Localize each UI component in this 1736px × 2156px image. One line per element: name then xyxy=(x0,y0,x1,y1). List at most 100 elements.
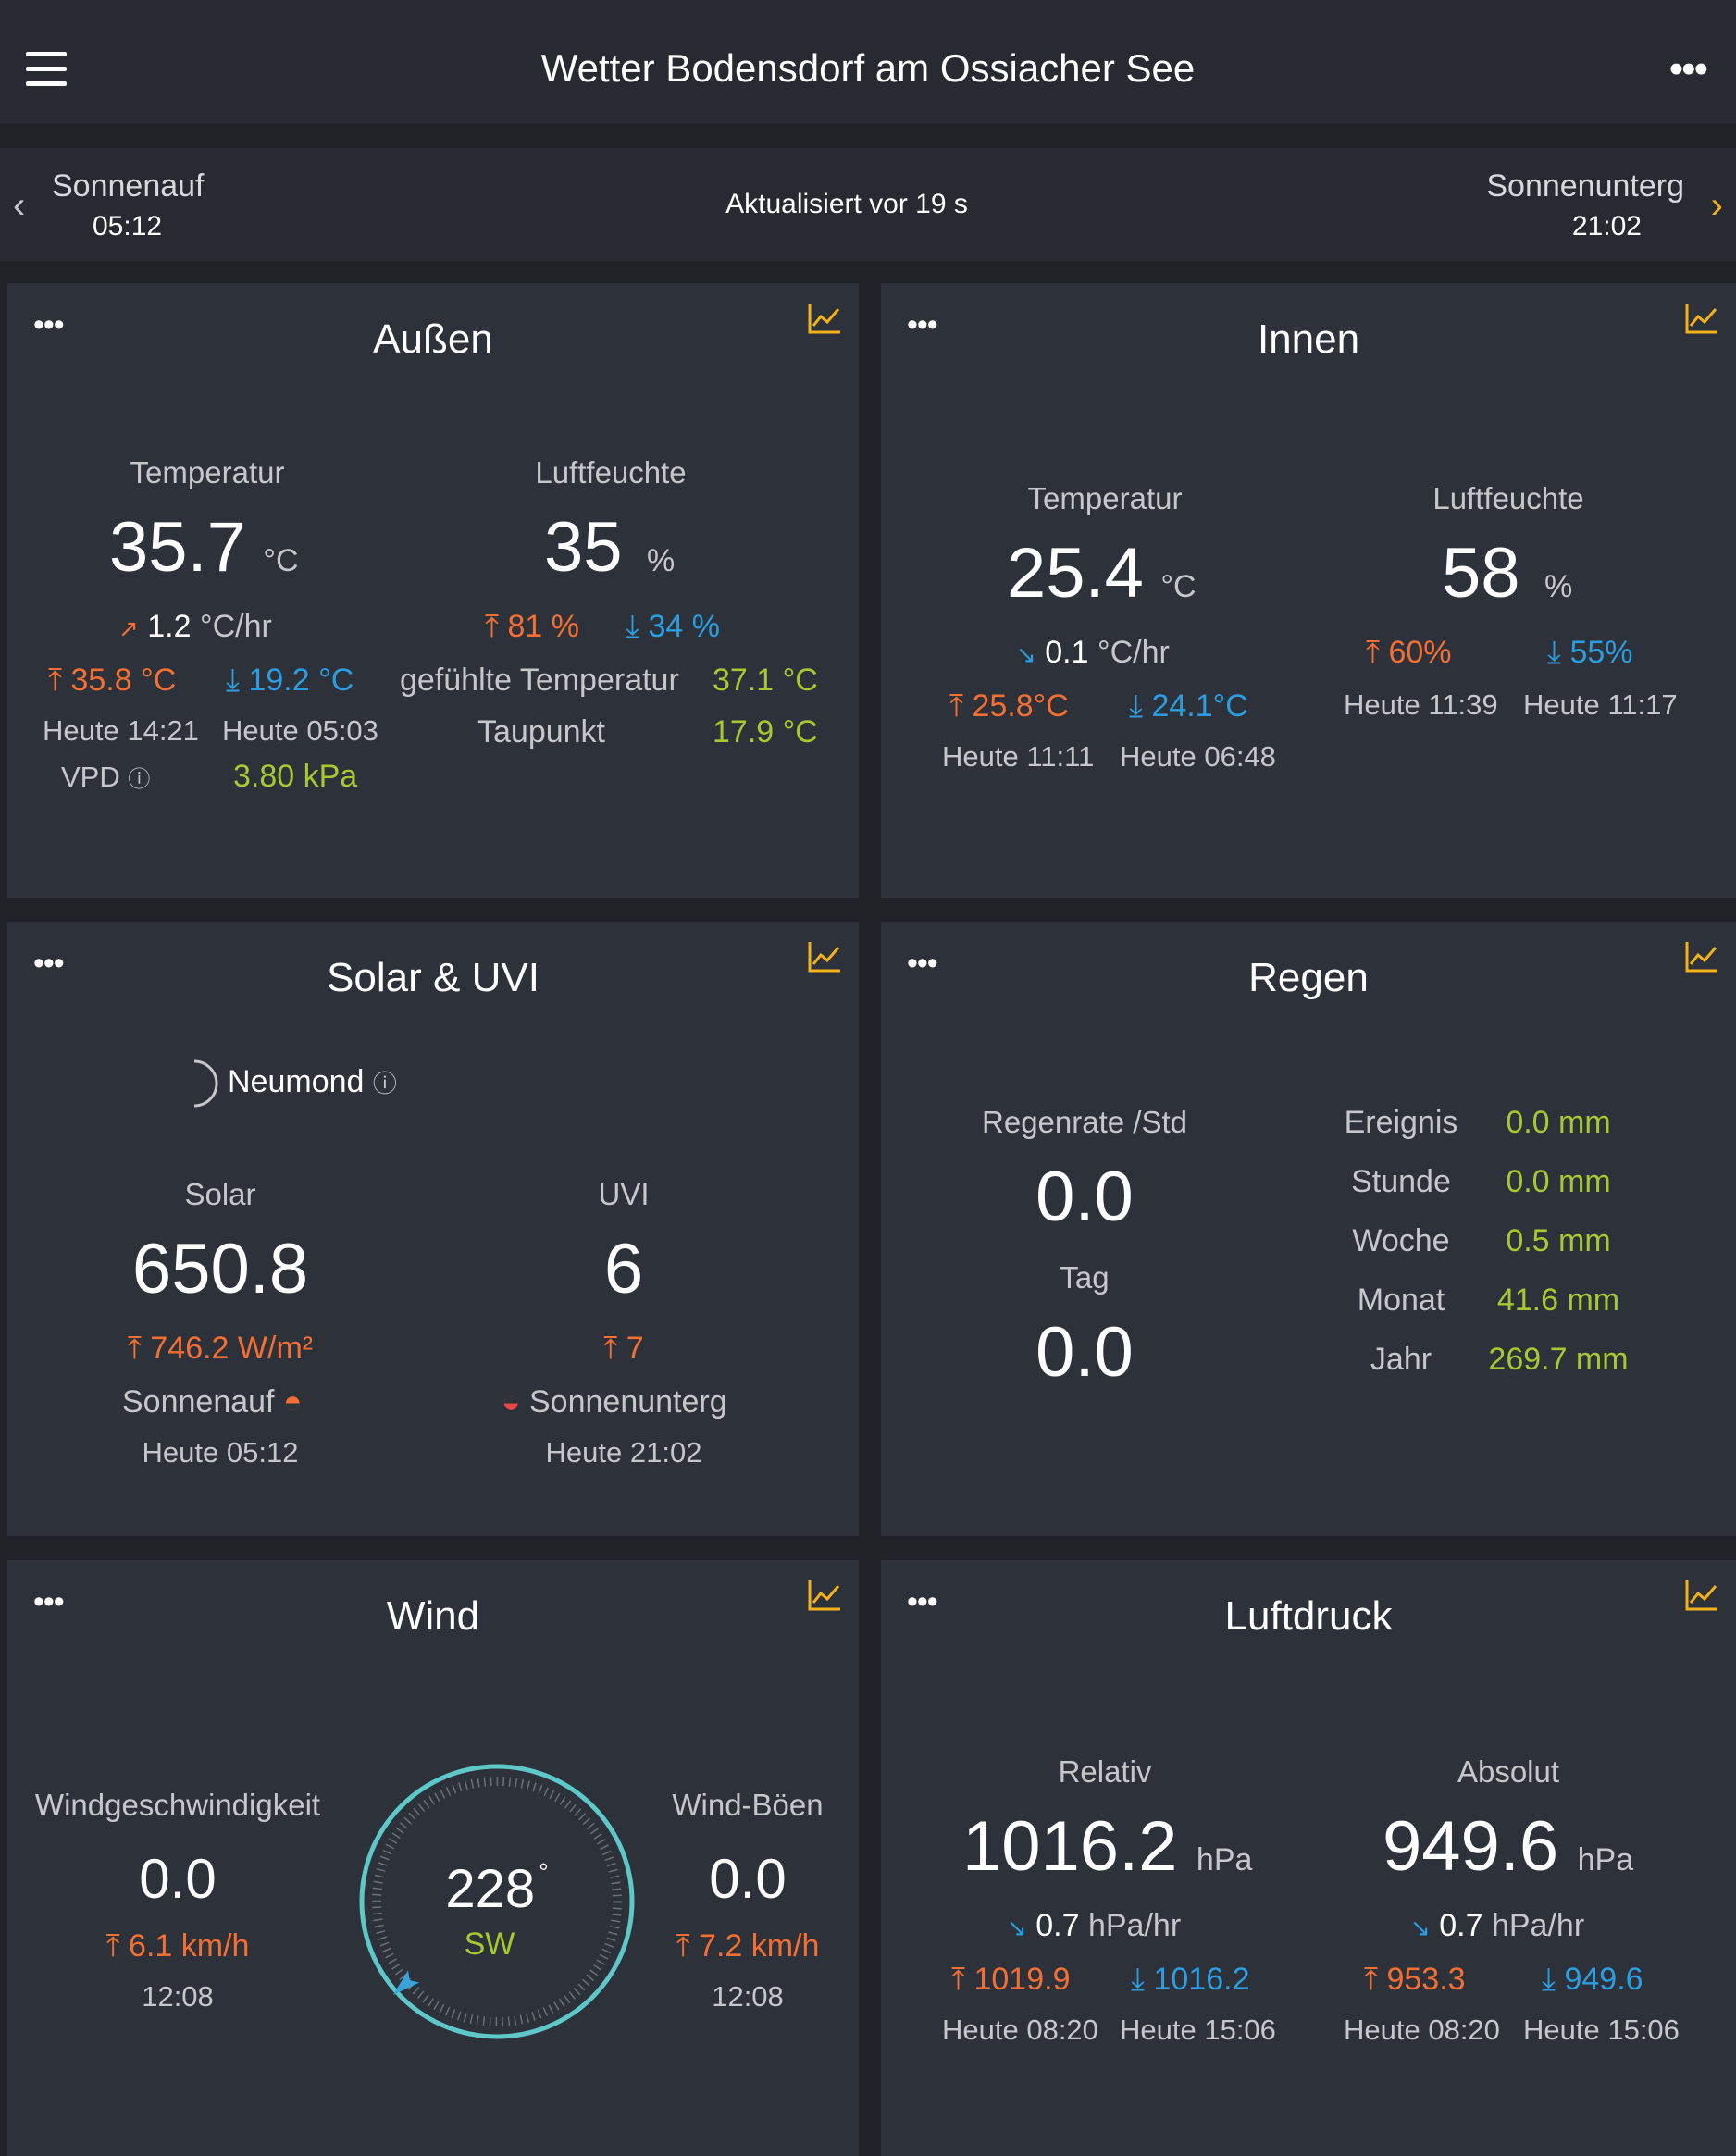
temp-trend: ↗ 1.2 °C/hr xyxy=(118,609,272,645)
temp-max-value: 35.8 °C xyxy=(70,663,177,698)
sun-bar: ‹ Sonnenauf 05:12 Aktualisiert vor 19 s … xyxy=(0,148,1736,261)
hum-min-value: 55% xyxy=(1569,635,1633,670)
hum-unit: % xyxy=(647,543,676,578)
temp-max-time: Heute 11:11 xyxy=(942,740,1095,773)
temp-min-time: Heute 06:48 xyxy=(1120,740,1276,773)
uvi-label: UVI xyxy=(598,1177,650,1211)
rain-row-value: 41.6 mm xyxy=(1496,1282,1620,1318)
rain-row-value: 0.5 mm xyxy=(1506,1223,1611,1258)
wind-speed-value: 0.0 xyxy=(139,1848,217,1910)
card-menu-icon[interactable]: ••• xyxy=(907,946,938,981)
card-menu-icon[interactable]: ••• xyxy=(33,307,65,342)
rel-pressure-reading: 1016.2 hPa xyxy=(962,1806,1252,1887)
card-innen: ••• Innen Temperatur 25.4 °C ↘ 0.1 °C/hr… xyxy=(881,283,1736,898)
chart-icon[interactable] xyxy=(1684,940,1719,973)
feels-value: 37.1 °C xyxy=(713,663,818,698)
chart-icon[interactable] xyxy=(807,302,842,335)
dew-label: Taupunkt xyxy=(477,714,605,750)
abs-trend-unit: hPa/hr xyxy=(1491,1908,1585,1943)
card-menu-icon[interactable]: ••• xyxy=(33,1584,65,1619)
temp-min: ⤓ 24.1°C xyxy=(1129,688,1248,725)
min-arrow-icon: ⤓ xyxy=(1547,635,1562,670)
menu-icon[interactable] xyxy=(26,52,67,87)
rel-pressure-max: ⤒ 1019.9 xyxy=(951,1962,1070,1998)
abs-pressure-reading: 949.6 hPa xyxy=(1383,1806,1633,1887)
temp-min-value: 19.2 °C xyxy=(248,663,354,698)
max-arrow-icon: ⤒ xyxy=(485,609,500,644)
temp-max-time: Heute 14:21 xyxy=(43,714,199,747)
info-icon[interactable]: ⓘ xyxy=(128,767,151,792)
card-menu-icon[interactable]: ••• xyxy=(907,1584,938,1619)
chart-icon[interactable] xyxy=(1684,1579,1719,1612)
info-icon[interactable]: ⓘ xyxy=(372,1070,397,1097)
moon-phase-text: Neumond xyxy=(228,1064,365,1099)
max-arrow-icon: ⤒ xyxy=(1364,1962,1379,1997)
rain-row-value: 269.7 mm xyxy=(1488,1342,1629,1377)
card-title: Luftdruck xyxy=(1224,1593,1393,1639)
chevron-left-icon[interactable]: ‹ xyxy=(13,185,26,226)
temp-trend-unit: °C/hr xyxy=(1097,635,1170,670)
solar-max: ⤒ 746.2 W/m² xyxy=(128,1331,313,1367)
sunrise-time: 05:12 xyxy=(93,211,163,242)
abs-pressure-min: ⤓ 949.6 xyxy=(1542,1962,1643,1998)
max-arrow-icon: ⤒ xyxy=(949,688,964,724)
rel-max-value: 1019.9 xyxy=(973,1962,1071,1997)
sunrise: Sonnenauf ◓ xyxy=(122,1384,303,1420)
abs-min-time: Heute 15:06 xyxy=(1523,2014,1680,2046)
temp-min-time: Heute 05:03 xyxy=(222,714,378,747)
wind-gust-time: 12:08 xyxy=(712,1980,784,2013)
sunrise-icon: ◓ xyxy=(282,1384,303,1419)
temp-max: ⤒ 35.8 °C xyxy=(48,663,176,699)
chevron-right-icon[interactable]: › xyxy=(1710,185,1723,226)
rel-pressure-label: Relativ xyxy=(1058,1754,1152,1789)
hum-min: ⤓ 55% xyxy=(1547,635,1633,671)
abs-pressure-value: 949.6 xyxy=(1383,1807,1559,1886)
hum-min: ⤓ 34 % xyxy=(626,609,720,645)
rel-max-time: Heute 08:20 xyxy=(942,2014,1098,2046)
max-arrow-icon: ⤒ xyxy=(48,663,63,698)
chart-icon[interactable] xyxy=(807,1579,842,1612)
chart-icon[interactable] xyxy=(807,940,842,973)
temp-min-value: 24.1°C xyxy=(1151,688,1248,724)
abs-pressure-label: Absolut xyxy=(1457,1754,1560,1789)
sunset-label: Sonnenunterg xyxy=(529,1384,727,1419)
temp-label: Temperatur xyxy=(1027,481,1183,515)
hum-max-value: 81 % xyxy=(507,609,579,644)
max-arrow-icon: ⤒ xyxy=(603,1331,618,1366)
hum-max-value: 60% xyxy=(1388,635,1452,670)
card-menu-icon[interactable]: ••• xyxy=(907,307,938,342)
temp-min: ⤓ 19.2 °C xyxy=(226,663,353,699)
hum-min-time: Heute 11:17 xyxy=(1523,688,1678,721)
trend-up-icon: ↗ xyxy=(118,614,139,642)
card-solar-uvi: ••• Solar & UVI Neumond ⓘ Solar 650.8 ⤒ … xyxy=(7,922,859,1536)
sunrise-label: Sonnenauf xyxy=(52,168,205,204)
wind-speed-max: ⤒ 6.1 km/h xyxy=(106,1928,250,1964)
hum-label: Luftfeuchte xyxy=(535,455,687,489)
solar-label: Solar xyxy=(184,1177,256,1211)
trend-down-icon: ↘ xyxy=(1007,1914,1027,1941)
wind-gust-max: ⤒ 7.2 km/h xyxy=(676,1928,820,1964)
vpd-value: 3.80 kPa xyxy=(233,759,358,794)
max-arrow-icon: ⤒ xyxy=(676,1928,690,1964)
temp-trend-unit: °C/hr xyxy=(199,609,272,644)
sunset-time: 21:02 xyxy=(1571,211,1642,242)
wind-direction-name: SW xyxy=(464,1927,515,1962)
abs-min-value: 949.6 xyxy=(1564,1962,1643,1997)
app-title: Wetter Bodensdorf am Ossiacher See xyxy=(540,46,1196,90)
hum-value: 35 xyxy=(544,508,623,587)
rel-pressure-unit: hPa xyxy=(1196,1842,1253,1877)
card-title: Innen xyxy=(1257,316,1360,362)
max-arrow-icon: ⤒ xyxy=(951,1962,966,1997)
dew-value: 17.9 °C xyxy=(713,714,818,750)
card-menu-icon[interactable]: ••• xyxy=(33,946,65,981)
max-arrow-icon: ⤒ xyxy=(105,1928,120,1964)
chart-icon[interactable] xyxy=(1684,302,1719,335)
max-arrow-icon: ⤒ xyxy=(1366,635,1381,670)
more-icon[interactable]: ••• xyxy=(1668,46,1708,92)
card-regen: ••• Regen Regenrate /Std 0.0 Tag 0.0 Ere… xyxy=(881,922,1736,1536)
rain-row-label: Jahr xyxy=(1370,1342,1432,1377)
min-arrow-icon: ⤓ xyxy=(226,663,241,698)
sunset-time: Heute 21:02 xyxy=(545,1436,702,1468)
temp-max-value: 25.8°C xyxy=(972,688,1069,724)
temp-unit: °C xyxy=(263,543,299,578)
